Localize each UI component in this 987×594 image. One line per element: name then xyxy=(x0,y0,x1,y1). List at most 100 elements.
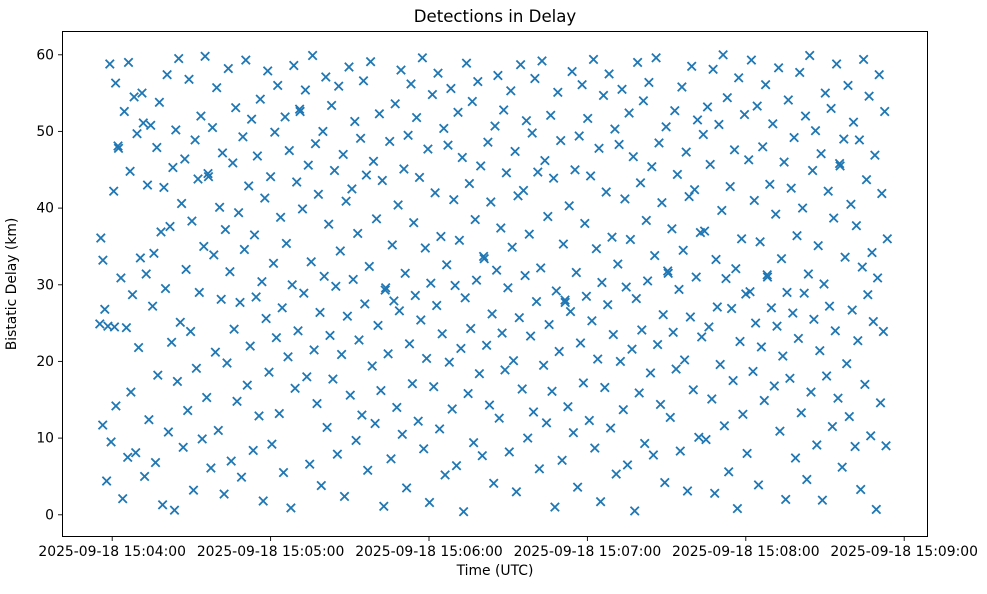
scatter-point xyxy=(755,236,765,247)
scatter-point xyxy=(274,408,285,419)
scatter-point xyxy=(465,323,476,334)
scatter-point xyxy=(780,494,791,505)
scatter-point xyxy=(437,328,448,339)
scatter-point xyxy=(187,216,197,226)
scatter-point xyxy=(113,143,124,154)
scatter-point xyxy=(854,135,865,145)
scatter-point xyxy=(665,412,676,423)
scatter-point xyxy=(594,143,604,154)
scatter-point xyxy=(663,268,674,279)
scatter-point xyxy=(117,493,128,504)
scatter-point xyxy=(286,503,296,513)
scatter-point xyxy=(108,186,119,197)
scatter-point xyxy=(477,450,488,461)
scatter-point xyxy=(135,253,146,263)
scatter-point xyxy=(820,88,831,98)
scatter-point xyxy=(441,259,452,270)
scatter-point xyxy=(831,59,842,69)
scatter-point xyxy=(787,308,798,318)
scatter-point xyxy=(145,120,156,131)
scatter-point xyxy=(801,474,812,485)
scatter-point xyxy=(629,506,640,516)
scatter-point xyxy=(844,411,855,422)
scatter-point xyxy=(857,262,868,272)
scatter-point xyxy=(861,174,872,185)
scatter-point xyxy=(219,489,229,499)
scatter-point xyxy=(240,55,251,65)
scatter-point xyxy=(198,241,209,252)
scatter-point xyxy=(493,70,503,81)
scatter-point xyxy=(119,106,130,117)
scatter-point xyxy=(565,306,576,317)
scatter-point xyxy=(675,446,686,456)
scatter-point xyxy=(348,274,359,285)
scatter-point xyxy=(655,399,666,410)
scatter-point xyxy=(790,453,801,463)
scatter-point xyxy=(232,396,242,407)
scatter-point xyxy=(138,118,149,128)
scatter-point xyxy=(627,344,637,355)
scatter-point xyxy=(693,432,704,443)
scatter-point xyxy=(421,353,432,364)
x-axis-label: Time (UTC) xyxy=(456,563,534,579)
scatter-point xyxy=(278,467,289,478)
scatter-point xyxy=(319,271,330,282)
scatter-point xyxy=(572,482,583,493)
scatter-point xyxy=(769,381,780,391)
scatter-point xyxy=(173,53,184,64)
scatter-point xyxy=(560,297,571,308)
scatter-point xyxy=(152,370,163,381)
scatter-point xyxy=(712,302,723,312)
scatter-point xyxy=(373,320,383,331)
scatter-point xyxy=(110,78,121,88)
scatter-point xyxy=(191,363,202,374)
scatter-point xyxy=(835,161,845,171)
scatter-point xyxy=(433,68,443,79)
scatter-point xyxy=(354,335,364,345)
scatter-point xyxy=(701,434,711,445)
scatter-point xyxy=(142,180,153,190)
points-layer xyxy=(94,49,893,517)
scatter-point xyxy=(104,59,115,69)
scatter-point xyxy=(265,171,276,182)
scatter-point xyxy=(646,161,657,172)
scatter-point xyxy=(181,264,191,275)
scatter-point xyxy=(431,300,442,311)
scatter-point xyxy=(662,266,673,276)
scatter-point xyxy=(157,499,168,510)
scatter-point xyxy=(427,89,438,100)
scatter-point xyxy=(868,316,879,327)
scatter-point xyxy=(494,413,505,424)
scatter-point xyxy=(252,151,263,161)
scatter-point xyxy=(113,141,123,151)
scatter-point xyxy=(132,128,142,139)
scatter-point xyxy=(391,402,402,413)
scatter-point xyxy=(384,136,395,147)
scatter-point xyxy=(220,224,231,235)
scatter-point xyxy=(211,82,222,93)
scatter-point xyxy=(225,266,235,277)
scatter-point xyxy=(378,501,389,512)
y-tick-label: 30 xyxy=(36,277,54,293)
scatter-point xyxy=(471,275,482,286)
scatter-point xyxy=(351,435,361,446)
scatter-point xyxy=(165,221,175,232)
scatter-point xyxy=(515,59,526,70)
scatter-point xyxy=(738,409,748,420)
scatter-point xyxy=(216,294,227,305)
scatter-point xyxy=(585,171,596,181)
scatter-point xyxy=(454,235,465,246)
scatter-point xyxy=(446,83,456,94)
scatter-point xyxy=(581,291,592,302)
scatter-point xyxy=(316,480,327,491)
scatter-point xyxy=(721,273,731,284)
scatter-point xyxy=(485,197,496,207)
scatter-point xyxy=(611,469,622,479)
scatter-point xyxy=(522,433,533,443)
scatter-point xyxy=(338,149,349,160)
scatter-point xyxy=(147,301,158,312)
scatter-point xyxy=(383,348,393,359)
scatter-point xyxy=(361,170,372,180)
scatter-point xyxy=(564,200,575,211)
